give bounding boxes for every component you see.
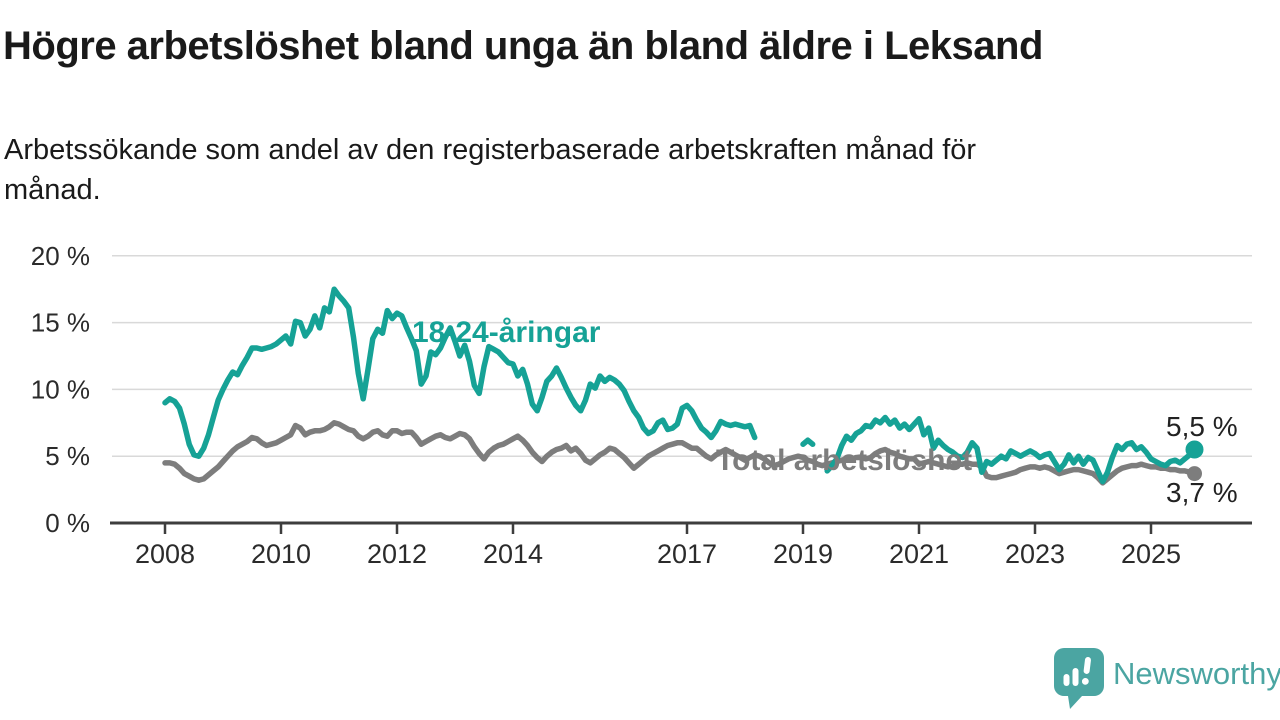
endpoint-dot-total bbox=[1187, 466, 1202, 482]
x-tick-label-2017: 2017 bbox=[657, 539, 717, 569]
y-tick-label-20: 20 % bbox=[31, 241, 90, 271]
bar-chart-glyph bbox=[1063, 657, 1091, 686]
y-tick-label-0: 0 % bbox=[45, 508, 90, 538]
newsworthy-logo-text: Newsworthy bbox=[1113, 656, 1280, 691]
speech-bubble-shape bbox=[1054, 648, 1104, 709]
x-tick-label-2023: 2023 bbox=[1005, 539, 1065, 569]
line-youth-unemployment bbox=[162, 286, 1198, 485]
end-value-label-youth: 5,5 % bbox=[1166, 411, 1238, 442]
x-tick-label-2012: 2012 bbox=[367, 539, 427, 569]
series-label-total: Total arbetslöshet bbox=[716, 444, 972, 477]
page-subtitle: Arbetssökande som andel av den registerb… bbox=[4, 130, 1224, 210]
y-tick-label-5: 5 % bbox=[45, 441, 90, 471]
page-title: Högre arbetslöshet bland unga än bland ä… bbox=[3, 24, 1043, 68]
end-value-label-total: 3,7 % bbox=[1166, 477, 1238, 508]
x-axis-labels: 2008 2010 2012 2014 2017 2019 2021 2023 … bbox=[135, 539, 1181, 569]
x-tick-label-2025: 2025 bbox=[1121, 539, 1181, 569]
series-label-youth: 18-24-åringar bbox=[412, 316, 601, 349]
branding: Newsworthy bbox=[1054, 648, 1280, 710]
newsworthy-logo-icon bbox=[1054, 648, 1104, 709]
x-axis-ticks bbox=[163, 524, 1153, 534]
y-axis-labels: 20 % 15 % 10 % 5 % 0 % bbox=[31, 241, 90, 538]
x-tick-label-2008: 2008 bbox=[135, 539, 195, 569]
y-tick-label-10: 10 % bbox=[31, 374, 90, 404]
x-tick-label-2010: 2010 bbox=[251, 539, 311, 569]
y-tick-label-15: 15 % bbox=[31, 308, 90, 338]
endpoint-dot-youth bbox=[1185, 440, 1204, 459]
gridlines bbox=[112, 255, 1252, 457]
x-tick-label-2019: 2019 bbox=[773, 539, 833, 569]
x-tick-label-2014: 2014 bbox=[483, 539, 543, 569]
page-subtitle-line2: månad. bbox=[4, 174, 101, 206]
page-subtitle-line1: Arbetssökande som andel av den registerb… bbox=[4, 134, 977, 166]
x-tick-label-2021: 2021 bbox=[889, 539, 949, 569]
line-total-unemployment bbox=[162, 420, 1198, 486]
